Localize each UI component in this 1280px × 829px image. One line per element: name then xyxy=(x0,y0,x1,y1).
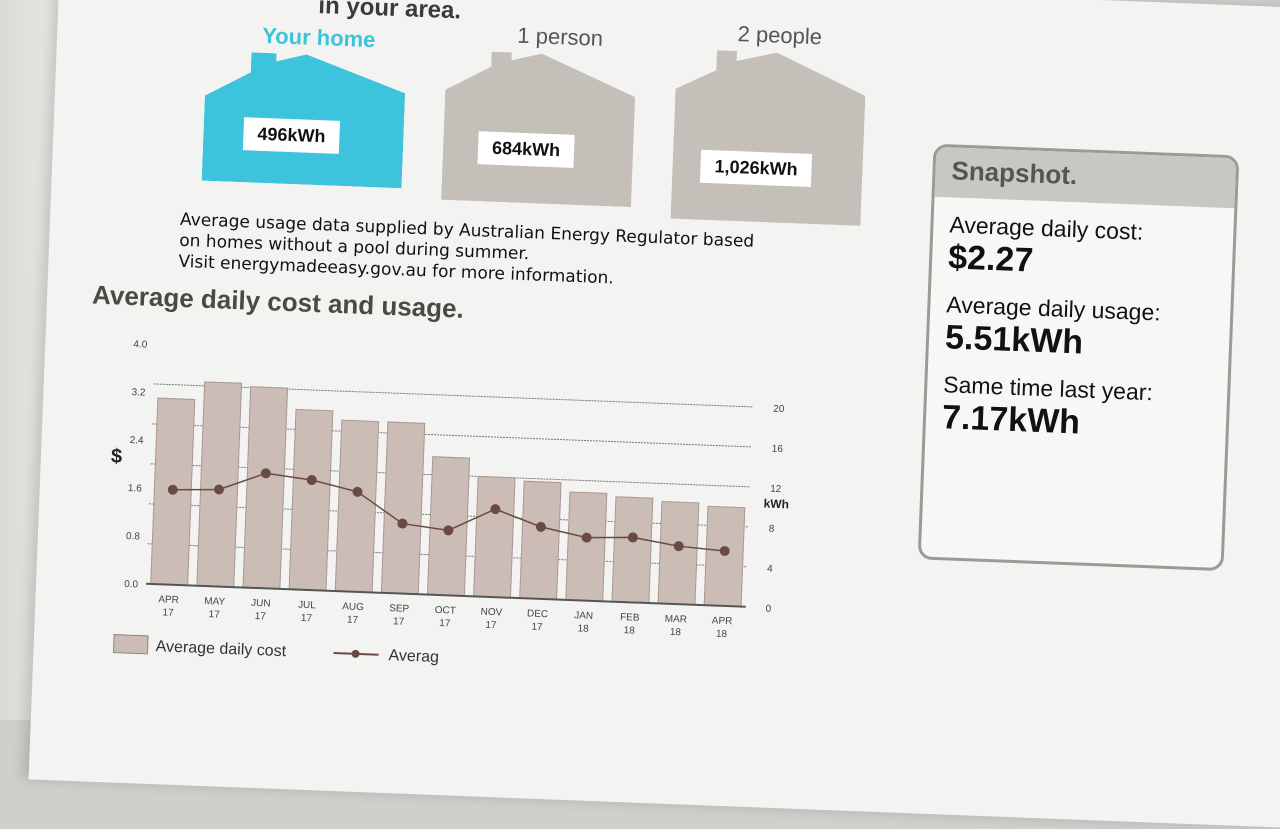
y2-tick-label: 16 xyxy=(772,444,784,455)
gridline xyxy=(153,383,754,408)
cost-bar xyxy=(288,408,334,592)
y2-tick-label: 8 xyxy=(768,524,774,535)
usage-point xyxy=(581,532,592,543)
x-tick-month: APR xyxy=(712,616,733,628)
cost-bar xyxy=(657,500,700,606)
x-tick-year: 17 xyxy=(485,620,497,631)
y-tick-label: 4.0 xyxy=(133,339,148,351)
x-tick-year: 17 xyxy=(393,616,405,627)
bill-page: in your area. Your home 496kWh 1 person … xyxy=(28,0,1280,829)
legend-label-usage: Averag xyxy=(388,647,439,666)
x-tick-month: OCT xyxy=(435,605,457,617)
snapshot-panel: Snapshot. Average daily cost: $2.27 Aver… xyxy=(917,143,1240,572)
cost-bar xyxy=(242,386,289,590)
x-tick-month: NOV xyxy=(480,607,502,619)
y2-tick-label: 0 xyxy=(765,604,771,615)
x-tick-month: SEP xyxy=(389,603,410,615)
x-axis xyxy=(146,582,746,608)
y-tick-label: 1.6 xyxy=(128,483,143,495)
x-tick-month: AUG xyxy=(342,601,364,613)
x-tick-year: 17 xyxy=(347,615,359,626)
x-tick-year: 17 xyxy=(301,613,313,624)
x-tick-month: DEC xyxy=(527,608,549,620)
usage-point xyxy=(535,521,546,532)
snapshot-title: Snapshot. xyxy=(934,146,1237,209)
x-tick-month: JUN xyxy=(251,598,271,610)
x-tick-year: 17 xyxy=(162,607,174,618)
cost-bar xyxy=(519,480,562,601)
house-value: 1,026kWh xyxy=(699,149,813,187)
y2-tick-label: 20 xyxy=(773,404,785,415)
gridline xyxy=(152,423,752,448)
cost-bar xyxy=(380,421,426,595)
x-tick-year: 18 xyxy=(624,625,636,636)
usage-point xyxy=(397,518,408,529)
house-label: Your home xyxy=(261,22,376,53)
x-tick-month: MAY xyxy=(204,596,226,608)
x-tick-year: 18 xyxy=(577,623,589,634)
house-icon xyxy=(670,50,866,226)
usage-point xyxy=(719,545,730,556)
y2-tick-label: 12 xyxy=(770,484,782,495)
section-title-fragment: in your area. xyxy=(317,0,462,25)
house-label: 1 person xyxy=(516,22,604,51)
x-tick-year: 17 xyxy=(208,609,220,620)
y2-axis-label: kWh xyxy=(763,496,789,511)
usage-point xyxy=(167,484,178,495)
cost-usage-chart: 0.00.81.62.43.24.0048121620$kWhAPR17MAY1… xyxy=(111,339,790,666)
usage-point xyxy=(673,541,684,552)
chart-title: Average daily cost and usage. xyxy=(91,279,465,324)
house-icon xyxy=(441,51,636,208)
y-tick-label: 3.2 xyxy=(131,387,146,399)
x-tick-month: JAN xyxy=(574,610,593,622)
cost-bar xyxy=(334,419,380,593)
legend-swatch-usage-dot xyxy=(351,649,360,658)
house-label: 2 people xyxy=(737,21,823,50)
y-axis-label: $ xyxy=(111,445,123,467)
x-tick-month: FEB xyxy=(620,612,640,624)
y2-tick-label: 4 xyxy=(767,564,773,575)
cost-bar xyxy=(473,475,516,599)
y-tick-label: 2.4 xyxy=(129,435,144,447)
usage-point xyxy=(627,532,638,543)
usage-point xyxy=(352,486,363,497)
cost-bar xyxy=(703,505,746,608)
house-value: 496kWh xyxy=(242,117,341,154)
house-value: 684kWh xyxy=(477,131,575,168)
usage-point xyxy=(306,475,317,486)
x-tick-year: 17 xyxy=(439,618,451,629)
x-tick-year: 17 xyxy=(255,611,267,622)
x-tick-month: JUL xyxy=(298,600,317,612)
x-tick-month: APR xyxy=(158,594,179,606)
usage-point xyxy=(443,525,454,536)
x-tick-month: MAR xyxy=(665,614,688,626)
x-tick-year: 18 xyxy=(716,629,728,640)
usage-point xyxy=(214,484,225,495)
x-tick-year: 18 xyxy=(670,627,682,638)
y-tick-label: 0.0 xyxy=(124,579,139,591)
y-tick-label: 0.8 xyxy=(126,531,141,543)
cost-bar xyxy=(565,491,608,602)
usage-point xyxy=(490,504,501,515)
usage-note: Average usage data supplied by Australia… xyxy=(178,210,820,298)
legend-swatch-cost xyxy=(112,634,149,655)
usage-point xyxy=(260,468,271,479)
legend-label-cost: Average daily cost xyxy=(155,638,287,660)
x-tick-year: 17 xyxy=(531,622,543,633)
cost-bar xyxy=(611,496,654,604)
